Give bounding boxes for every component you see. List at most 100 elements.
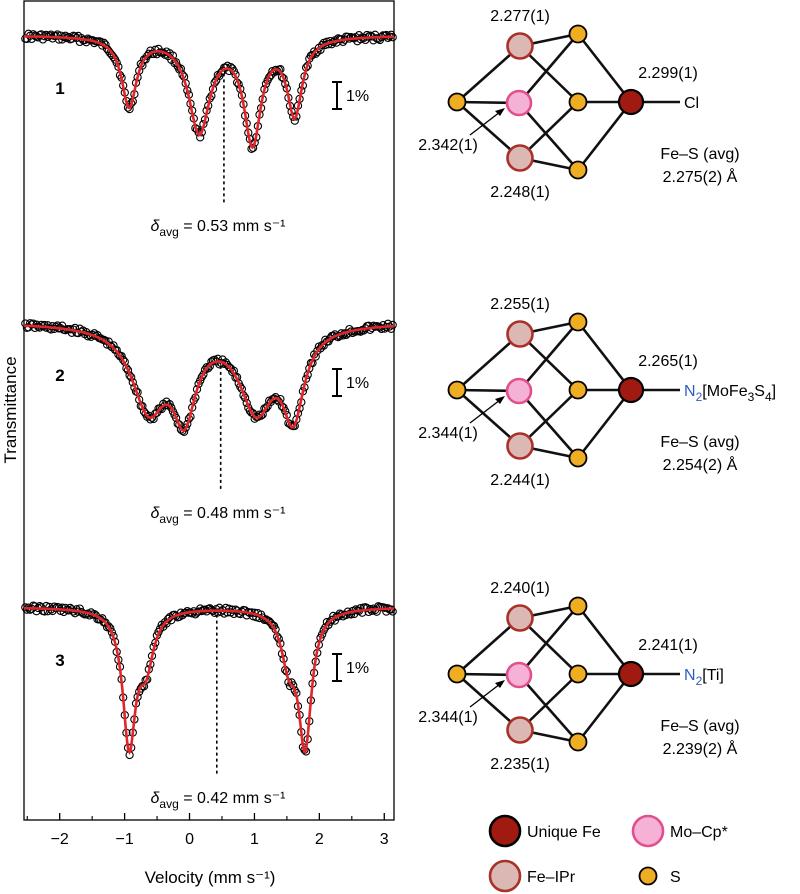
legend-marker [631,814,665,848]
fe-ipr-atom [506,716,534,744]
x-tick-label: 3 [380,831,389,848]
data-point [386,30,396,39]
legend-sulfur: S [638,866,681,886]
bond [456,45,521,103]
legend-marker [488,859,522,893]
data-point [123,366,133,375]
spectrum-label: 3 [55,651,64,670]
ligand-label: N2[MoFe3S4] [684,383,776,404]
cluster-structure-2: 2.255(1) 2.244(1) 2.344(1) 2.265(1) N2[MoFe3… [418,296,776,489]
data-point [167,403,176,412]
bond-length-bottom: 2.244(1) [490,472,550,489]
x-tick-label: 2 [315,831,324,848]
scale-bar-label: 1% [346,88,369,105]
x-tick-label: −2 [51,831,69,848]
bond-length-right: 2.265(1) [638,353,698,370]
bond [518,321,579,392]
plot-area: 1 1% δavg = 0.53 mm s⁻¹ 2 1% δavg = 0.48 mm s… [21,29,397,811]
bond-length-left: 2.344(1) [418,709,478,726]
structures: 2.277(1) 2.248(1) 2.342(1) 2.299(1) Cl Fe–S (… [418,8,776,773]
scale-bar-label: 1% [346,375,369,392]
data-point [106,341,115,350]
sulfur-atom [447,92,467,112]
bond-length-right: 2.241(1) [638,637,698,654]
isomer-shift-label: δavg = 0.53 mm s⁻¹ [151,218,286,239]
bond-length-bottom: 2.235(1) [490,756,550,773]
arrow-head [495,396,505,404]
cluster-structure-3: 2.240(1) 2.235(1) 2.344(1) 2.241(1) N2[Ti] Fe… [418,580,739,773]
label-arrow [469,111,501,136]
fe-ipr-atom [506,320,534,348]
data-point [197,372,206,382]
legend-marker [638,866,658,886]
data-point [300,745,309,754]
legend: Unique Fe Mo–Cp* Fe–IPr S [488,814,728,893]
mo-cp-atom [505,661,533,689]
data-point [258,410,267,419]
fes-avg-value: 2.239(2) Å [663,739,738,758]
bond-length-bottom: 2.248(1) [490,184,550,201]
sulfur-atom [568,380,588,400]
spectrum-label: 2 [55,366,64,385]
bond [456,617,521,675]
spectrum-1: 1 1% δavg = 0.53 mm s⁻¹ [21,29,397,239]
legend-mo-cp: Mo–Cp* [631,814,728,848]
legend-label: S [670,869,681,886]
fit-line [24,606,394,756]
legend-fe-ipr: Fe–IPr [488,859,576,893]
sulfur-atom [568,92,588,112]
bond [518,674,579,743]
sulfur-atom [568,596,588,616]
data-point [171,413,181,423]
arrow-head [495,680,505,688]
bond [518,605,579,676]
bond-length-top: 2.277(1) [490,8,550,25]
fes-avg-value: 2.275(2) Å [663,167,738,186]
data-points [21,319,397,436]
sulfur-atom [568,664,588,684]
data-point [388,320,397,330]
spectrum-3: 3 1% δavg = 0.42 mm s⁻¹ [21,601,397,811]
fe-ipr-atom [506,604,534,632]
x-tick-label: −1 [115,831,133,848]
fe-ipr-atom [506,144,534,172]
spectrum-label: 1 [55,79,64,98]
sulfur-atom [568,448,588,468]
legend-label: Mo–Cp* [670,824,728,841]
x-axis: −2 −1 0 1 2 3 [26,813,389,848]
bond [576,605,633,675]
sulfur-atom [447,664,467,684]
bond [576,33,633,103]
bond [518,102,579,171]
fit-line [24,35,394,150]
scale-bar: 1% [332,368,369,397]
bond [576,389,633,459]
label-arrow [469,683,501,708]
y-axis-label: Transmittance [1,356,20,463]
fes-avg-label: Fe–S (avg) [660,718,739,735]
x-tick-label: 0 [185,831,194,848]
scale-bar: 1% [332,81,369,110]
scale-bar-label: 1% [346,660,369,677]
data-point [213,608,222,617]
bond-length-right: 2.299(1) [638,65,698,82]
data-points [21,29,397,153]
bond [576,101,633,171]
isomer-shift-label: δavg = 0.42 mm s⁻¹ [151,790,286,811]
fes-avg-label: Fe–S (avg) [660,146,739,163]
sulfur-atom [568,24,588,44]
mo-cp-atom [505,377,533,405]
fes-avg-value: 2.254(2) Å [663,455,738,474]
bond [456,101,521,159]
unique-fe-atom [617,88,645,116]
ligand-label: Cl [684,95,699,112]
bond [456,389,521,447]
sulfur-atom [447,380,467,400]
data-point [112,345,121,355]
bond-length-top: 2.240(1) [490,580,550,597]
data-point [37,320,46,330]
x-axis-label: Velocity (mm s⁻¹) [145,868,276,887]
legend-marker [488,814,522,848]
plot-frame [23,0,395,821]
